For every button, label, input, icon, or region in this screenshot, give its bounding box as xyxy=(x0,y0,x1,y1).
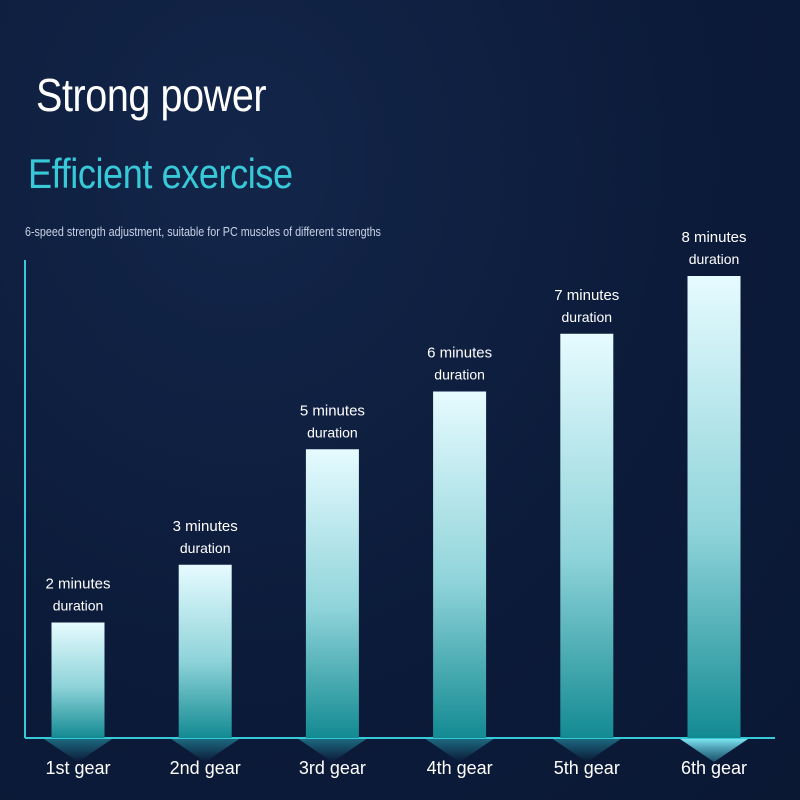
bar-glow xyxy=(171,739,240,762)
tick-label: 6th gear xyxy=(681,758,747,778)
data-label-unit: duration xyxy=(434,367,485,383)
page-subtitle: Efficient exercise xyxy=(28,150,293,197)
bar xyxy=(51,622,105,738)
tick-label: 1st gear xyxy=(45,758,110,778)
data-label-unit: duration xyxy=(180,540,231,556)
bar xyxy=(178,564,232,738)
bar xyxy=(560,333,614,738)
data-label-unit: duration xyxy=(53,598,104,614)
tick-label: 2nd gear xyxy=(170,758,241,778)
data-label: 8 minutes xyxy=(681,229,746,246)
tick-label: 3rd gear xyxy=(299,758,366,778)
data-label: 6 minutes xyxy=(427,345,492,362)
bar xyxy=(687,276,741,738)
tick-label: 4th gear xyxy=(427,758,493,778)
data-label-unit: duration xyxy=(562,309,613,325)
data-label-unit: duration xyxy=(307,424,358,440)
bar-glow xyxy=(680,739,748,762)
tick-label: 5th gear xyxy=(554,758,620,778)
data-label: 3 minutes xyxy=(173,518,238,535)
bar-glow xyxy=(44,739,112,762)
chart-description: 6-speed strength adjustment, suitable fo… xyxy=(25,225,381,239)
page-title: Strong power xyxy=(36,69,267,121)
bar xyxy=(433,391,487,738)
data-label-unit: duration xyxy=(689,251,740,267)
bar-glow xyxy=(552,739,621,762)
data-label: 2 minutes xyxy=(45,576,110,593)
data-label: 7 minutes xyxy=(554,287,619,304)
data-label: 5 minutes xyxy=(300,402,365,419)
bar xyxy=(305,449,359,738)
bar-glow xyxy=(298,739,367,762)
bar-glow xyxy=(425,739,494,762)
